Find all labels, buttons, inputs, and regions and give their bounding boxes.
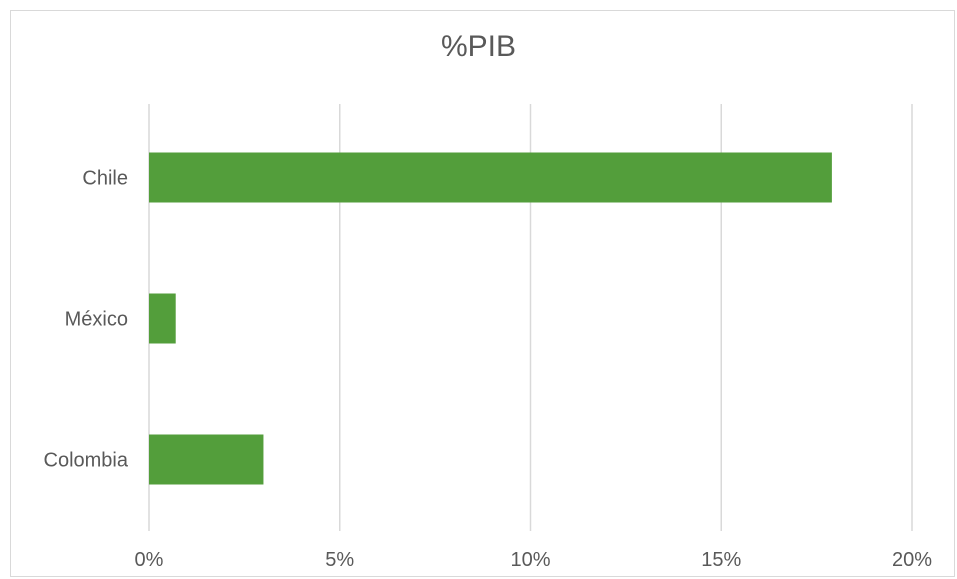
category-label-0: Chile [82, 168, 128, 190]
bar-2 [149, 434, 264, 485]
category-label-1: México [65, 309, 128, 331]
bar-0 [149, 152, 832, 203]
bar-1 [149, 293, 176, 344]
x-tick-label-1: 5% [325, 549, 354, 571]
chart-title: %PIB [440, 30, 517, 63]
x-tick-label-4: 20% [892, 549, 932, 571]
x-tick-label-0: 0% [135, 549, 164, 571]
category-label-2: Colombia [44, 450, 129, 472]
x-tick-label-2: 10% [510, 549, 550, 571]
x-tick-label-3: 15% [701, 549, 741, 571]
